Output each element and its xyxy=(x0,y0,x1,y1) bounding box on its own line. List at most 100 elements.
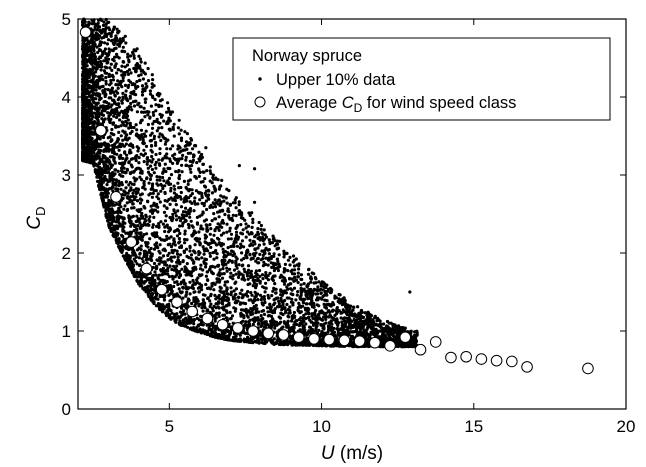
data-point xyxy=(258,274,262,278)
data-point xyxy=(284,309,288,313)
data-point xyxy=(177,237,181,241)
data-point xyxy=(151,110,155,115)
data-point xyxy=(194,298,198,302)
data-point xyxy=(104,208,108,212)
data-point xyxy=(97,48,102,53)
data-point xyxy=(237,203,241,207)
data-point xyxy=(292,264,297,268)
data-point xyxy=(116,67,120,72)
data-point xyxy=(317,280,321,284)
data-point xyxy=(319,282,323,286)
data-point xyxy=(256,227,260,231)
data-point xyxy=(220,178,224,182)
data-point xyxy=(246,315,250,319)
data-point xyxy=(268,302,272,306)
data-point xyxy=(276,259,280,264)
data-point xyxy=(262,312,267,316)
data-point xyxy=(150,73,154,77)
data-point xyxy=(287,296,291,300)
data-point xyxy=(265,323,270,327)
data-point xyxy=(413,333,417,337)
data-point xyxy=(213,228,217,232)
data-point xyxy=(324,311,328,315)
data-point xyxy=(233,293,237,297)
data-point xyxy=(218,273,222,278)
data-point xyxy=(223,283,227,287)
data-point xyxy=(198,267,203,271)
data-point xyxy=(95,142,99,146)
data-point xyxy=(194,300,198,305)
data-point xyxy=(253,242,257,246)
data-point xyxy=(294,298,298,302)
data-point xyxy=(120,73,124,77)
data-point xyxy=(141,260,145,264)
data-point xyxy=(160,98,164,102)
data-point xyxy=(138,57,142,61)
data-point xyxy=(295,322,299,327)
data-point xyxy=(289,287,293,291)
data-point xyxy=(193,196,197,200)
data-point xyxy=(166,106,171,110)
data-point xyxy=(166,166,170,170)
data-point xyxy=(182,278,186,282)
data-point xyxy=(131,253,135,257)
data-point xyxy=(195,316,199,320)
data-point xyxy=(155,129,159,133)
data-point xyxy=(139,152,143,156)
data-point xyxy=(276,242,280,246)
data-point xyxy=(153,97,157,102)
data-point xyxy=(97,25,101,29)
data-point xyxy=(221,263,225,267)
data-point xyxy=(260,273,265,277)
data-point xyxy=(121,38,125,43)
data-point xyxy=(159,220,163,224)
data-point xyxy=(156,246,160,250)
data-point xyxy=(175,273,179,277)
data-point xyxy=(142,106,146,110)
data-point xyxy=(108,187,112,191)
data-point xyxy=(221,218,225,223)
data-point xyxy=(340,311,344,315)
data-point xyxy=(156,210,160,214)
data-point xyxy=(143,97,147,101)
data-point xyxy=(231,253,235,258)
data-point xyxy=(301,300,305,304)
data-point xyxy=(312,287,316,291)
data-point xyxy=(152,137,156,141)
data-point xyxy=(157,135,161,139)
data-point xyxy=(227,338,231,342)
data-point xyxy=(117,179,121,183)
data-point xyxy=(231,274,235,278)
data-point xyxy=(281,303,285,307)
data-point xyxy=(185,262,189,266)
data-point xyxy=(260,295,264,299)
data-point xyxy=(225,334,229,338)
data-point xyxy=(189,253,194,257)
data-point xyxy=(119,187,123,191)
data-point xyxy=(319,323,323,327)
data-point xyxy=(270,241,275,245)
data-point xyxy=(204,282,208,287)
data-point xyxy=(129,105,133,109)
data-point xyxy=(328,291,333,295)
data-point xyxy=(82,37,86,41)
data-point xyxy=(275,257,279,261)
data-point xyxy=(107,96,111,100)
data-point xyxy=(192,209,196,213)
data-point xyxy=(140,110,144,114)
data-point xyxy=(167,275,172,279)
data-point xyxy=(251,217,255,221)
data-point xyxy=(184,247,189,251)
data-point xyxy=(165,156,169,160)
data-point xyxy=(259,223,263,228)
data-point xyxy=(175,312,179,316)
data-point xyxy=(87,92,91,96)
data-point xyxy=(310,299,314,303)
data-point xyxy=(104,25,108,30)
data-point xyxy=(185,238,189,242)
data-point xyxy=(190,147,195,151)
data-point xyxy=(209,171,213,176)
data-point xyxy=(250,293,254,297)
data-point xyxy=(148,215,152,219)
data-point xyxy=(96,121,100,125)
